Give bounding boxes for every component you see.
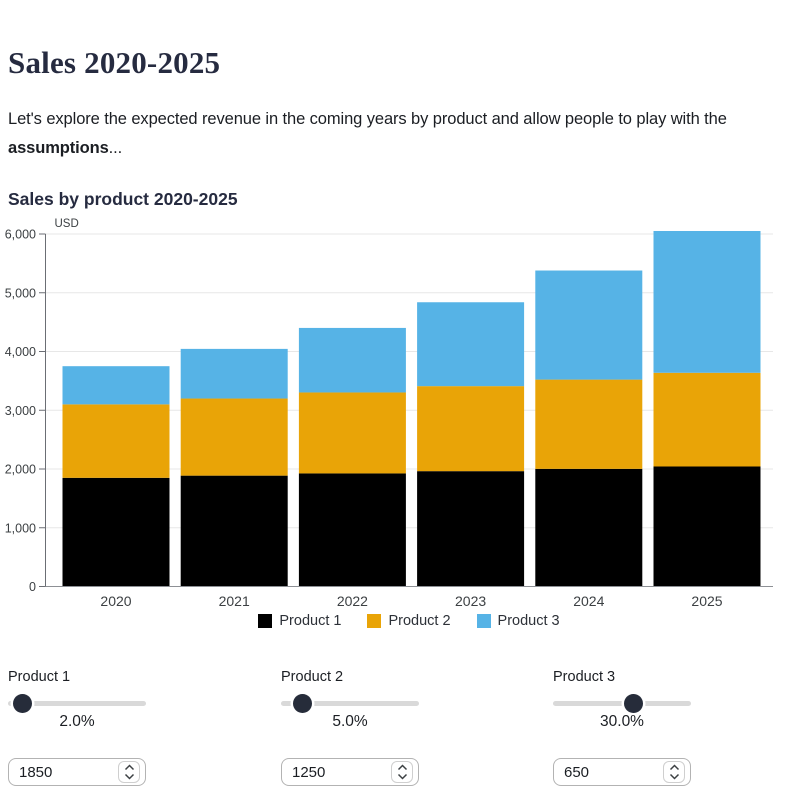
bar-segment-product-2-2020	[62, 404, 170, 478]
product-3-growth-value: 30.0%	[600, 713, 644, 730]
product-3-spinner	[663, 761, 685, 783]
chart-title: Sales by product 2020-2025	[8, 189, 238, 209]
slider-thumb[interactable]	[292, 694, 312, 713]
bar-segment-product-3-2020	[62, 366, 170, 405]
product-3-growth-slider[interactable]	[553, 694, 691, 713]
y-tick-label: 3,000	[5, 404, 36, 418]
bar-segment-product-1-2024	[535, 468, 643, 587]
y-tick-label: 4,000	[5, 345, 36, 359]
product-3-increment-button[interactable]	[668, 764, 680, 772]
product-1-growth-slider[interactable]	[8, 694, 146, 713]
y-tick-label: 6,000	[5, 228, 36, 242]
slider-track[interactable]	[8, 701, 146, 706]
chevron-down-icon	[669, 773, 679, 780]
bar-segment-product-1-2025	[653, 466, 761, 587]
chevron-down-icon	[124, 773, 134, 780]
product-3-control-group: Product 3 30.0%	[553, 667, 691, 792]
y-axis-unit-label: USD	[55, 218, 79, 230]
product-2-control-group: Product 2 5.0%	[281, 667, 419, 792]
intro-ellipsis: ...	[108, 138, 123, 157]
product-2-increment-button[interactable]	[396, 764, 408, 772]
product-3-decrement-button[interactable]	[668, 773, 680, 781]
bar-segment-product-3-2023	[417, 302, 525, 387]
sales-stacked-bar-chart: 0 1,000 2,000 3,000 4,000 5,000 6,000 USD 2020 20…	[5, 218, 773, 609]
bar-segment-product-3-2025	[653, 230, 761, 373]
bar-segment-product-2-2025	[653, 372, 761, 467]
legend-swatch-icon	[476, 614, 491, 628]
legend-item-1: Product 1	[258, 613, 341, 629]
product-1-base-value-field	[8, 758, 146, 786]
x-tick-label: 2022	[337, 593, 368, 609]
legend-swatch-icon	[367, 614, 382, 628]
product-2-growth-slider[interactable]	[281, 694, 419, 713]
chevron-up-icon	[124, 764, 134, 771]
y-tick-label: 0	[29, 580, 36, 594]
bar-segment-product-2-2022	[298, 392, 406, 474]
legend-item-3: Product 3	[476, 613, 560, 629]
legend-label: Product 2	[388, 613, 451, 629]
chevron-up-icon	[669, 764, 679, 771]
product-2-base-value-input[interactable]	[282, 759, 382, 785]
legend-label: Product 1	[279, 613, 342, 629]
product-1-spinner	[118, 761, 140, 783]
intro-paragraph: Let's explore the expected revenue in th…	[8, 105, 788, 162]
product-3-base-value-field	[553, 758, 691, 786]
x-tick-label: 2021	[219, 593, 250, 609]
product-2-decrement-button[interactable]	[396, 773, 408, 781]
product-2-spinner	[391, 761, 413, 783]
x-tick-label: 2023	[455, 593, 486, 609]
bar-segment-product-1-2021	[180, 475, 288, 587]
product-3-label: Product 3	[553, 669, 616, 685]
bar-segment-product-3-2022	[298, 327, 406, 393]
chevron-down-icon	[397, 773, 407, 780]
intro-bold-word: assumptions	[8, 138, 109, 157]
chart-legend: Product 1 Product 2 Product 3	[45, 613, 773, 629]
page-title: Sales 2020-2025	[8, 45, 221, 80]
legend-swatch-icon	[258, 614, 273, 628]
product-1-control-group: Product 1 2.0%	[8, 667, 146, 792]
product-2-label: Product 2	[281, 669, 344, 685]
legend-label: Product 3	[497, 613, 560, 629]
slider-track[interactable]	[553, 701, 691, 706]
slider-track[interactable]	[281, 701, 419, 706]
x-tick-label: 2025	[691, 593, 722, 609]
product-1-increment-button[interactable]	[123, 764, 135, 772]
bar-segment-product-3-2024	[535, 270, 643, 380]
product-1-label: Product 1	[8, 669, 71, 685]
bar-segment-product-1-2020	[62, 477, 170, 587]
bar-segment-product-2-2023	[417, 386, 525, 472]
bar-segment-product-2-2024	[535, 379, 643, 469]
bar-segment-product-3-2021	[180, 348, 288, 399]
chevron-up-icon	[397, 764, 407, 771]
product-3-base-value-input[interactable]	[554, 759, 654, 785]
product-1-base-value-input[interactable]	[9, 759, 109, 785]
bar-segment-product-1-2023	[417, 471, 525, 587]
y-tick-label: 5,000	[5, 286, 36, 300]
product-1-decrement-button[interactable]	[123, 773, 135, 781]
x-tick-label: 2024	[573, 593, 604, 609]
product-2-growth-value: 5.0%	[332, 713, 368, 730]
bar-segment-product-1-2022	[298, 473, 406, 587]
product-1-growth-value: 2.0%	[59, 713, 95, 730]
intro-text: Let's explore the expected revenue in th…	[8, 110, 727, 128]
product-2-base-value-field	[281, 758, 419, 786]
y-tick-label: 1,000	[5, 521, 36, 535]
legend-item-2: Product 2	[367, 613, 451, 629]
x-tick-label: 2020	[100, 593, 131, 609]
slider-thumb[interactable]	[12, 694, 32, 713]
y-tick-label: 2,000	[5, 463, 36, 477]
slider-thumb[interactable]	[624, 694, 644, 713]
bar-segment-product-2-2021	[180, 398, 288, 476]
